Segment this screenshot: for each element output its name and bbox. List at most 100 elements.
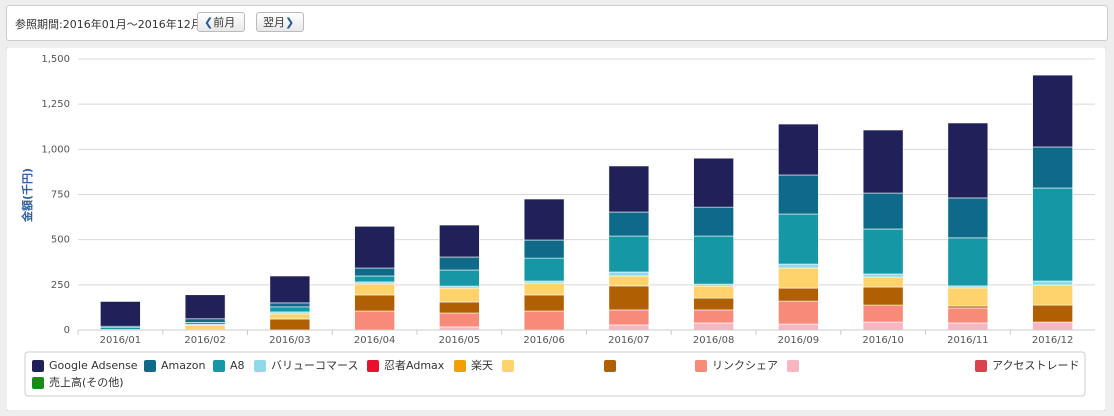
bar-segment bbox=[862, 228, 904, 275]
y-tick-label: 500 bbox=[51, 235, 70, 246]
next-label: 翌月 bbox=[263, 16, 285, 29]
bar-segment bbox=[947, 307, 989, 324]
bar-segment bbox=[608, 309, 650, 326]
x-tick-label: 2016/09 bbox=[778, 335, 820, 346]
bar-segment bbox=[608, 211, 650, 237]
bar-segment bbox=[184, 294, 226, 320]
legend-label: 売上高(その他) bbox=[49, 375, 124, 389]
bar-segment bbox=[523, 239, 565, 259]
legend-swatch bbox=[695, 360, 707, 372]
bar-segment bbox=[608, 275, 650, 287]
x-tick-label: 2016/04 bbox=[354, 335, 396, 346]
bar-segment bbox=[947, 237, 989, 287]
bar-segment bbox=[269, 302, 311, 308]
bar-segment bbox=[269, 275, 311, 304]
prev-button[interactable]: ❮前月 bbox=[197, 12, 245, 32]
bar-segment bbox=[523, 257, 565, 282]
bar-segment bbox=[184, 318, 226, 323]
y-tick-label: 250 bbox=[51, 280, 70, 291]
bar-segment bbox=[608, 285, 650, 311]
bar-segment bbox=[439, 301, 480, 314]
legend-box bbox=[24, 351, 1086, 397]
legend-swatch bbox=[367, 360, 379, 372]
legend-label: Google Adsense bbox=[49, 359, 138, 372]
legend-swatch bbox=[254, 360, 266, 372]
bar-segment bbox=[947, 322, 989, 331]
bar-segment bbox=[1032, 284, 1073, 306]
bar-segment bbox=[354, 294, 395, 312]
bar-segment bbox=[693, 297, 734, 311]
bar-segment bbox=[354, 225, 395, 269]
legend-label: バリューコマース bbox=[271, 359, 358, 372]
bar-segment bbox=[778, 213, 819, 265]
bar-segment bbox=[778, 323, 819, 331]
bar-segment bbox=[862, 129, 904, 194]
y-tick-label: 1,250 bbox=[41, 99, 70, 110]
bar-segment bbox=[439, 287, 480, 303]
bar-segment bbox=[269, 318, 311, 331]
bar-segment bbox=[1032, 146, 1073, 189]
bar-segment bbox=[862, 304, 904, 323]
bar-segment bbox=[778, 174, 819, 215]
bar-segment bbox=[947, 122, 989, 199]
bar-segment bbox=[693, 322, 734, 331]
legend-label: A8 bbox=[230, 359, 245, 372]
bar-segment bbox=[523, 198, 565, 241]
bar-segment bbox=[862, 276, 904, 288]
bar-segment bbox=[523, 282, 565, 296]
bar-segment bbox=[862, 192, 904, 230]
x-tick-label: 2016/11 bbox=[947, 335, 989, 346]
y-tick-label: 1,000 bbox=[41, 144, 70, 155]
legend-label: リンクシェア bbox=[712, 359, 778, 372]
bar-segment bbox=[693, 309, 734, 324]
bar-segment bbox=[439, 312, 480, 328]
bar-segment bbox=[1032, 280, 1073, 286]
legend-swatch bbox=[502, 360, 514, 372]
legend-label: アクセストレード bbox=[992, 359, 1079, 372]
x-tick-label: 2016/07 bbox=[608, 335, 650, 346]
bar-segment bbox=[269, 306, 311, 313]
bar-segment bbox=[608, 324, 650, 331]
bar-segment bbox=[608, 235, 650, 273]
bar-segment bbox=[439, 256, 480, 271]
bar-segment bbox=[862, 321, 904, 331]
y-tick-label: 0 bbox=[64, 325, 70, 336]
legend-swatch bbox=[604, 360, 616, 372]
legend-label: Amazon bbox=[161, 359, 205, 372]
bar-segment bbox=[778, 300, 819, 325]
bar-segment bbox=[947, 287, 989, 307]
bar-segment bbox=[354, 267, 395, 277]
legend-swatch bbox=[787, 360, 799, 372]
bar-segment bbox=[523, 294, 565, 312]
x-tick-label: 2016/08 bbox=[693, 335, 735, 346]
bar-segment bbox=[354, 310, 395, 331]
y-tick-label: 750 bbox=[51, 190, 70, 201]
bar-segment bbox=[608, 271, 650, 277]
legend-swatch bbox=[32, 377, 44, 389]
bar-segment bbox=[693, 206, 734, 237]
y-tick-label: 1,500 bbox=[41, 54, 70, 65]
bar-segment bbox=[693, 285, 734, 299]
chart: 金額(千円) 0 250 500 750 1,000 1,250 1,500 2016/01 2… bbox=[6, 47, 1106, 411]
bar-segment bbox=[184, 325, 226, 330]
bar-segment bbox=[439, 269, 480, 287]
bar-segment bbox=[523, 310, 565, 331]
bar-segment bbox=[1032, 321, 1073, 331]
bar-segment bbox=[354, 275, 395, 283]
bar-segment bbox=[1032, 187, 1073, 282]
x-tick-label: 2016/10 bbox=[862, 335, 904, 346]
bar-segment bbox=[862, 273, 904, 278]
legend-swatch bbox=[213, 360, 225, 372]
bar-segment bbox=[778, 263, 819, 269]
bar-segment bbox=[439, 224, 480, 258]
x-tick-label: 2016/02 bbox=[184, 335, 226, 346]
bar-segment bbox=[693, 157, 734, 208]
legend-swatch bbox=[32, 360, 44, 372]
next-button[interactable]: 翌月❯ bbox=[256, 12, 304, 32]
bar-segment bbox=[1032, 304, 1073, 323]
prev-label: 前月 bbox=[213, 16, 236, 29]
bar-segment bbox=[608, 165, 650, 213]
period-label: 参照期間:2016年01月～2016年12月 bbox=[15, 18, 202, 31]
bar-segment bbox=[778, 287, 819, 302]
